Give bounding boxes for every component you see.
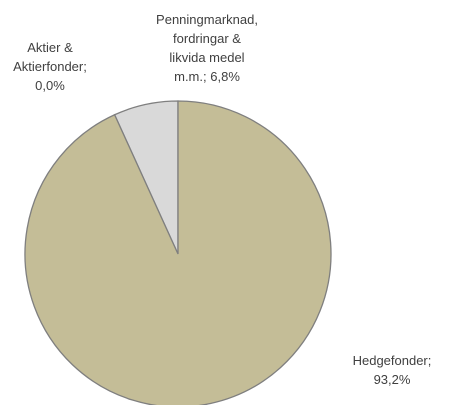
data-label: Aktier & Aktierfonder 0,0%: [5, 38, 95, 95]
label-category: Aktier & Aktierfonder: [13, 40, 87, 74]
data-label: Hedgefonder 93,2%: [340, 351, 444, 389]
label-category: Penningmarknad, fordringar & likvida med…: [156, 12, 258, 84]
pie-slice: [24, 100, 332, 405]
label-value: 93,2%: [373, 372, 411, 387]
label-value: 0,0%: [35, 78, 65, 93]
data-label: Penningmarknad, fordringar & likvida med…: [155, 10, 259, 86]
label-category: Hedgefonder: [353, 353, 432, 368]
label-value: 6,8%: [210, 69, 240, 84]
